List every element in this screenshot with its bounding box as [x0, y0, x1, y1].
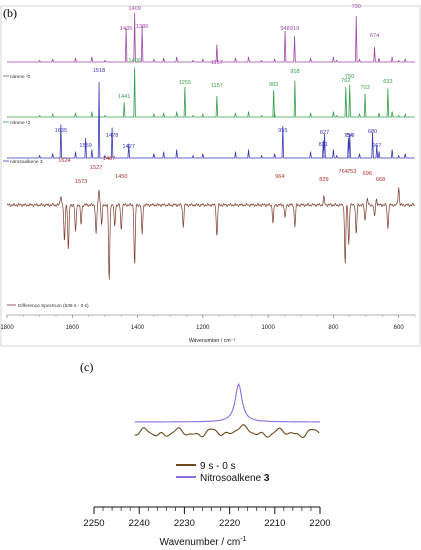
c-tick-label-2250: 2250: [83, 518, 104, 529]
peak-label-2-827: 827: [320, 130, 329, 136]
peak-label-1-1157: 1157: [211, 83, 223, 89]
peak-label-1-703: 703: [360, 85, 369, 91]
peak-label-2-1518: 1518: [93, 68, 105, 74]
c-tick-label-2240: 2240: [129, 518, 150, 529]
peak-label-1-633: 633: [383, 79, 392, 85]
panel-c-label: (c): [80, 360, 93, 374]
trace-name-nitrene-triplet: nitrene ³2: [10, 74, 31, 80]
peak-label-4-964: 964: [275, 174, 284, 180]
peak-label-2-831: 831: [319, 142, 328, 148]
peak-label-1-1255: 1255: [179, 80, 191, 86]
series-nitrene-triplet: [7, 67, 415, 118]
panel-b-frame: [0, 5, 421, 347]
legend-label-difference: 9 s - 0 s: [200, 461, 236, 472]
peak-label-2-1478: 1478: [106, 133, 118, 139]
panel-c-chart: 9 s - 0 s Nitrosoalkene 3 2250 2240 2230 22…: [83, 382, 331, 548]
panel-b-trace-names: nitrene ³2 nitrene ¹2 nitrosoalkene 3 Di…: [10, 74, 89, 309]
peak-label-1-1441: 1441: [118, 94, 130, 100]
peak-label-1-762: 762: [341, 78, 350, 84]
series-trace-top: [7, 12, 415, 63]
panel-b-chart: 1435 1409 1386 1157 948 919 730 674 1441 1409 1255…: [0, 4, 421, 347]
peak-label-1-918: 918: [290, 69, 299, 75]
panel-b-peak-labels: 1435 1409 1386 1157 948 919 730 674 1441 1409 1255…: [55, 4, 393, 185]
legend-label-nitrosoalkene: Nitrosoalkene 3: [200, 473, 270, 484]
series-difference-9s-line: [134, 424, 320, 439]
panel-c-x-axis-title-text: Wavenumber / cm: [160, 537, 241, 548]
c-tick-label-2220: 2220: [219, 518, 240, 529]
b-tick-label-1200: 1200: [196, 325, 210, 331]
peak-label-0-1386: 1386: [136, 24, 148, 30]
peak-label-2-667: 667: [372, 143, 381, 149]
trace-name-difference: Difference Spectrum (536 s - 0 s): [18, 303, 89, 309]
peak-label-4-1573: 1573: [75, 179, 87, 185]
peak-label-1-983: 983: [269, 82, 278, 88]
peak-label-2-955: 955: [278, 128, 287, 134]
peak-label-2-754: 754: [344, 133, 353, 139]
panel-b-x-axis-title: Wavenumber / cm⁻¹: [189, 338, 236, 344]
panel-b-traces: [3, 12, 416, 306]
peak-label-4-764: 764: [338, 169, 347, 175]
peak-label-0-948: 948: [280, 26, 289, 32]
c-tick-label-2210: 2210: [264, 518, 285, 529]
peak-label-4-668: 668: [376, 177, 385, 183]
peak-label-0-730: 730: [352, 4, 361, 10]
legend-label-nitrosoalkene-number: 3: [264, 473, 270, 484]
peak-label-1-1409: 1409: [128, 58, 140, 64]
peak-label-4-1487: 1487: [103, 156, 115, 162]
peak-label-0-1409: 1409: [128, 6, 140, 12]
peak-label-0-674: 674: [370, 33, 379, 39]
b-tick-label-1000: 1000: [261, 325, 275, 331]
peak-label-4-1450: 1450: [115, 174, 127, 180]
series-nitrosoalkene-3-line: [134, 382, 321, 423]
peak-label-4-829: 829: [319, 177, 328, 183]
c-tick-label-2200: 2200: [309, 518, 330, 529]
peak-label-0-1435: 1435: [120, 26, 132, 32]
c-tick-label-2230: 2230: [174, 518, 195, 529]
panel-c-x-axis-title: Wavenumber / cm-1: [160, 536, 247, 548]
peak-label-2-1427: 1427: [123, 144, 135, 150]
b-tick-label-1600: 1600: [66, 325, 80, 331]
peak-label-2-1559: 1559: [79, 143, 91, 149]
panel-b-label: (b): [3, 6, 17, 20]
legend: 9 s - 0 s Nitrosoalkene 3: [176, 461, 270, 484]
panel-c-x-ticks: 2250 2240 2230 2220 2210 2200: [83, 507, 331, 529]
peak-label-4-753: 753: [347, 169, 356, 175]
peak-label-2-750: 750: [345, 133, 354, 139]
peak-label-2-680: 680: [368, 129, 377, 135]
b-tick-label-1400: 1400: [131, 325, 145, 331]
panel-c-x-axis-title-sup: -1: [240, 536, 246, 543]
peak-label-0-1157: 1157: [211, 60, 223, 66]
b-tick-label-1800: 1800: [0, 325, 14, 331]
legend-label-nitrosoalkene-text: Nitrosoalkene: [200, 473, 264, 484]
peak-label-1-750: 750: [345, 74, 354, 80]
peak-label-2-1635: 1635: [55, 128, 67, 134]
series-nitrene-singlet: [7, 81, 415, 159]
b-tick-label-800: 800: [328, 325, 339, 331]
series-difference-spectrum: [6, 187, 416, 280]
peak-label-0-919: 919: [290, 26, 299, 32]
panel-b-x-ticks: 1800 1600 1400 1200 1000 800 600: [0, 315, 416, 331]
trace-name-nitrosoalkene: nitrosoalkene 3: [10, 159, 43, 165]
peak-label-4-1527: 1527: [90, 165, 102, 171]
trace-name-nitrene-singlet: nitrene ¹2: [10, 120, 31, 126]
peak-label-4-696: 696: [363, 171, 372, 177]
peak-label-4-1624: 1624: [58, 158, 70, 164]
b-tick-label-600: 600: [394, 325, 405, 331]
